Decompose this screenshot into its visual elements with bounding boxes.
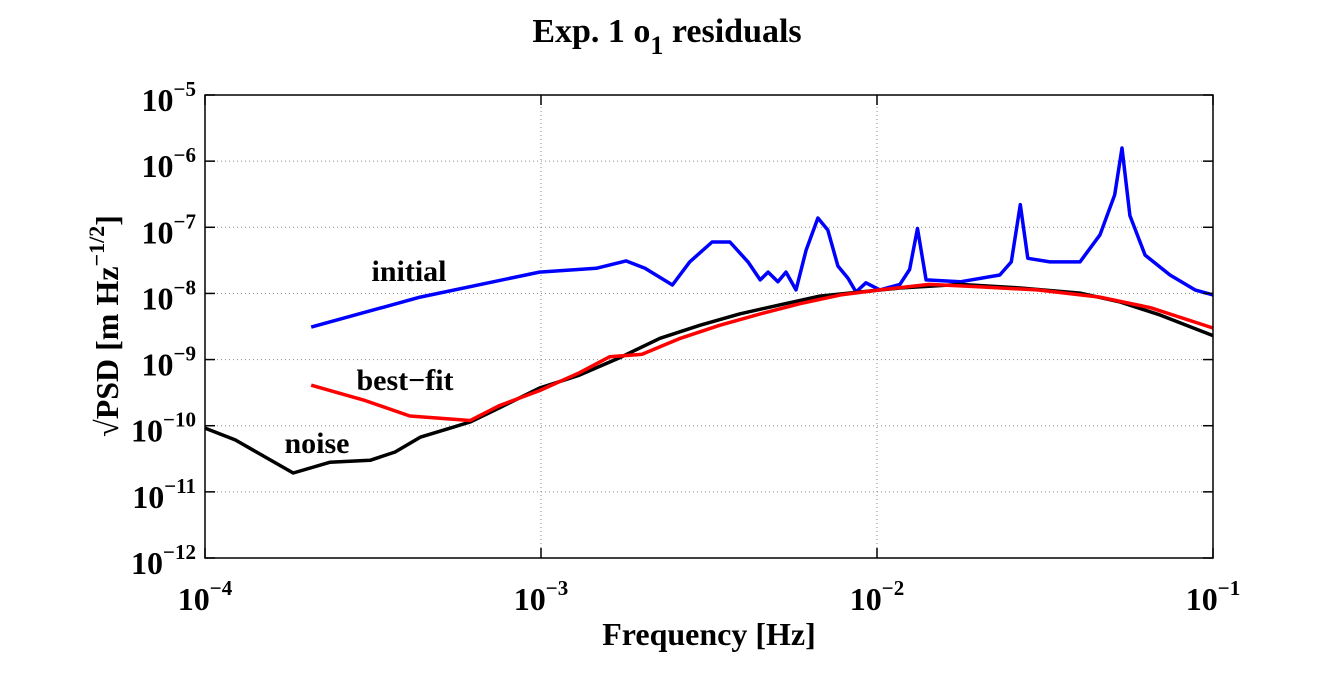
annotation: best−fit	[356, 364, 453, 397]
tick-base: 10	[514, 581, 546, 617]
tick-base: 10	[142, 347, 174, 383]
title-rest: residuals	[663, 13, 801, 50]
line-series	[310, 146, 1214, 329]
tick-label: 10−1	[1186, 576, 1240, 617]
annotation: initial	[371, 255, 446, 288]
x-axis-label: Frequency [Hz]	[602, 616, 816, 652]
tick-exponent: −11	[164, 474, 196, 498]
tick-label: 10−9	[142, 342, 196, 383]
tick-base: 10	[1186, 581, 1218, 617]
tick-base: 10	[142, 280, 174, 316]
axes-box	[204, 94, 1214, 559]
chart-title: Exp. 1 o1 residuals	[532, 13, 801, 60]
tick-label: 10−12	[131, 540, 196, 581]
title-subscript: 1	[650, 31, 663, 60]
tick-label: 10−11	[132, 474, 196, 515]
annotation: noise	[284, 427, 349, 460]
tick-label: 10−10	[131, 408, 196, 449]
tick-base: 10	[142, 148, 174, 184]
tick-label: 10−8	[142, 275, 196, 316]
tick-base: 10	[131, 413, 163, 449]
y-label-end: ]	[89, 215, 125, 226]
tick-label: 10−7	[142, 209, 196, 250]
y-label-exponent: −1/2	[84, 226, 109, 267]
tick-base: 10	[850, 581, 882, 617]
tick-label: 10−4	[178, 576, 233, 617]
tick-label: 10−3	[514, 576, 568, 617]
y-label-main: √PSD [m Hz	[89, 266, 125, 436]
tick-exponent: −7	[174, 209, 196, 233]
tick-exponent: −2	[882, 576, 904, 600]
tick-label: 10−2	[850, 576, 904, 617]
tick-base: 10	[131, 545, 163, 581]
tick-base: 10	[142, 82, 174, 118]
tick-exponent: −4	[210, 576, 233, 600]
line-series	[310, 282, 1214, 423]
tick-exponent: −5	[174, 77, 196, 101]
tick-exponent: −12	[163, 540, 196, 564]
tick-exponent: −9	[174, 342, 196, 366]
tick-base: 10	[142, 214, 174, 250]
title-main: Exp. 1 o	[532, 13, 650, 50]
tick-base: 10	[132, 479, 164, 515]
tick-exponent: −1	[1218, 576, 1240, 600]
tick-label: 10−6	[142, 143, 196, 184]
tick-exponent: −3	[546, 576, 568, 600]
tick-base: 10	[178, 581, 210, 617]
tick-exponent: −8	[174, 275, 196, 299]
tick-exponent: −6	[174, 143, 196, 167]
y-axis-label: √PSD [m Hz−1/2]	[84, 215, 125, 437]
tick-label: 10−5	[142, 77, 196, 118]
tick-exponent: −10	[163, 408, 196, 432]
